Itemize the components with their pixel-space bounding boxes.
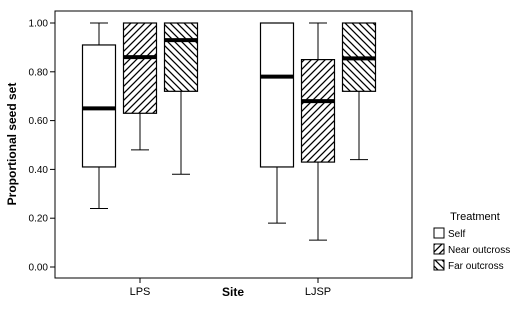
box-self (81, 22, 117, 209)
box-iqr (81, 44, 117, 168)
box-iqr (163, 22, 199, 92)
legend-label: Far outcross (448, 261, 504, 272)
box-near-outcross (122, 22, 158, 151)
legend-label: Near outcross (448, 245, 510, 256)
x-tick-label: LPS (130, 286, 151, 298)
y-tick-label: 0.00 (29, 263, 49, 274)
y-tick-label: 1.00 (29, 19, 49, 30)
y-axis: 0.00 0.20 0.40 0.60 0.80 1.00 (29, 19, 55, 274)
box-near-outcross (300, 22, 336, 241)
y-axis-title: Proportional seed set (5, 83, 19, 206)
y-tick-label: 0.80 (29, 67, 49, 78)
x-axis-title: Site (222, 285, 244, 299)
boxes (81, 22, 377, 241)
y-tick-label: 0.60 (29, 116, 49, 127)
legend-swatch (433, 259, 445, 271)
legend: Treatment Self Near outcross Far outcross (433, 211, 510, 272)
legend-swatch (433, 243, 445, 255)
box-iqr (300, 58, 336, 163)
y-tick-label: 0.20 (29, 214, 49, 225)
legend-title: Treatment (450, 211, 500, 223)
box-iqr (122, 22, 158, 114)
x-axis: LPS LJSP (130, 278, 331, 298)
legend-swatch (433, 227, 445, 239)
box-far-outcross (163, 22, 199, 175)
box-self (259, 22, 295, 224)
legend-label: Self (448, 229, 465, 240)
x-tick-label: LJSP (305, 286, 331, 298)
box-iqr (259, 22, 295, 168)
y-tick-label: 0.40 (29, 165, 49, 176)
box-far-outcross (341, 22, 377, 161)
